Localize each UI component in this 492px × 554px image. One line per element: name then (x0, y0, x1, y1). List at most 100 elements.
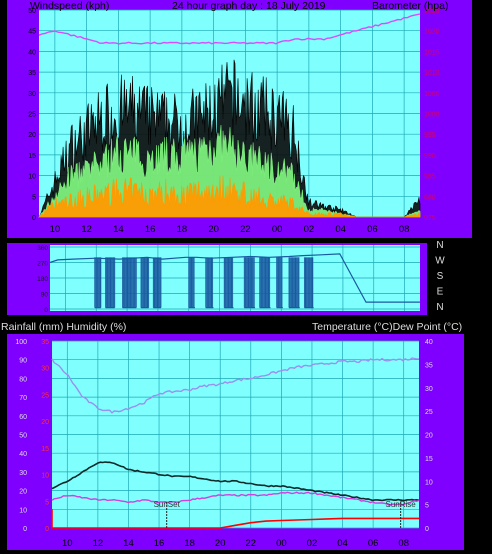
wind-y-tick: 20 (28, 132, 36, 139)
baro-y-tick: 1000 (424, 112, 440, 119)
direction-y-tick: 180 (37, 276, 48, 283)
wind-x-tick: 18 (177, 224, 188, 235)
direction-oscillation (94, 257, 102, 309)
humidity-y-tick: 60 (19, 414, 27, 421)
wind-x-tick: 04 (335, 224, 346, 235)
wind-y-tick: 35 (28, 70, 36, 77)
temp-y-tick: 15 (425, 456, 433, 463)
wind-y-tick: 25 (28, 112, 36, 119)
temp-x-tick: 12 (93, 538, 104, 549)
sunset-label: SunSet (154, 500, 181, 509)
temp-y-tick: 10 (425, 479, 433, 486)
baro-y-tick: 990 (424, 153, 436, 160)
direction-y-tick: 360 (37, 245, 48, 252)
direction-y-tick: 270 (37, 261, 48, 268)
temp-x-tick: 10 (62, 538, 73, 549)
temp-y-tick: 30 (425, 386, 433, 393)
humidity-y-tick: 20 (19, 489, 27, 496)
humidity-y-tick: 30 (19, 470, 27, 477)
temp-x-tick: 16 (154, 538, 165, 549)
direction-oscillation (105, 257, 116, 309)
direction-axes: 0 90 180 270 360 (37, 245, 48, 314)
direction-oscillation (205, 257, 214, 309)
compass-label-n: N (436, 302, 443, 313)
wind-title: Windspeed (kph) (30, 0, 109, 12)
compass-label-n: N (436, 240, 443, 251)
wind-series (38, 13, 421, 218)
temp-axes: 0102030405060708090100051015202530350510… (15, 339, 433, 549)
humidity-line (51, 357, 419, 414)
humidity-y-tick: 0 (23, 526, 27, 533)
dewpoint-line (51, 491, 420, 507)
temp-x-tick: 18 (184, 538, 195, 549)
direction-oscillation (140, 257, 150, 309)
humidity-y-tick: 100 (15, 339, 27, 346)
rain-y-tick: 0 (45, 526, 49, 533)
rain-y-tick: 15 (41, 446, 49, 453)
wind-y-tick: 30 (28, 91, 36, 98)
baro-y-tick: 995 (424, 132, 436, 139)
wind-x-tick: 20 (208, 224, 219, 235)
direction-oscillation (223, 257, 234, 309)
wind-y-tick: 0 (32, 215, 36, 222)
temp-y-tick: 35 (425, 362, 433, 369)
wind-x-tick: 06 (367, 224, 378, 235)
baro-y-tick: 975 (424, 215, 436, 222)
humidity-y-tick: 80 (19, 376, 27, 383)
temp-x-tick: 08 (398, 538, 409, 549)
compass-label-w: W (435, 256, 445, 267)
humidity-y-tick: 50 (19, 433, 27, 440)
baro-y-tick: 1020 (424, 29, 440, 36)
temperature-line (51, 461, 420, 502)
graph-title: 24 hour graph day : 18 July 2019 (172, 0, 326, 12)
temp-grid (52, 340, 419, 529)
rain-y-tick: 30 (41, 366, 49, 373)
bottom-left-title: Rainfall (mm) Humidity (%) (1, 321, 126, 333)
direction-y-tick: 0 (44, 307, 48, 314)
wind-y-tick: 50 (28, 8, 36, 15)
humidity-y-tick: 10 (19, 507, 27, 514)
wind-x-tick: 00 (272, 224, 283, 235)
wind-x-tick: 02 (304, 224, 315, 235)
wind-y-tick: 5 (32, 194, 36, 201)
wind-y-tick: 10 (28, 174, 36, 181)
direction-oscillation (288, 257, 300, 309)
direction-oscillation (276, 257, 283, 309)
direction-oscillation (303, 257, 314, 309)
baro-y-tick: 985 (424, 174, 436, 181)
temp-x-tick: 06 (368, 538, 379, 549)
baro-y-tick: 1010 (424, 70, 440, 77)
wind-y-tick: 15 (28, 153, 36, 160)
baro-y-tick: 1025 (424, 8, 440, 15)
humidity-y-tick: 70 (19, 395, 27, 402)
humidity-y-tick: 90 (19, 358, 27, 365)
wind-x-tick: 16 (145, 224, 156, 235)
wind-area-3 (38, 175, 421, 218)
temp-y-tick: 0 (425, 526, 429, 533)
barometer-line (38, 13, 421, 45)
wind-x-tick: 14 (113, 224, 124, 235)
direction-oscillation (188, 257, 195, 309)
baro-y-tick: 980 (424, 194, 436, 201)
rain-y-tick: 35 (41, 339, 49, 346)
bottom-right-title: Temperature (°C)Dew Point (°C) (312, 321, 462, 333)
direction-y-tick: 90 (41, 292, 49, 299)
compass-label-e: E (437, 287, 444, 298)
temp-x-tick: 22 (246, 538, 257, 549)
rainfall-line (51, 509, 419, 529)
rain-y-tick: 20 (41, 419, 49, 426)
wind-x-tick: 12 (81, 224, 92, 235)
direction-oscillation (122, 257, 137, 309)
temp-y-tick: 20 (425, 433, 433, 440)
wind-y-tick: 40 (28, 49, 36, 56)
wind-series-3 (38, 175, 421, 218)
direction-oscillation (259, 257, 271, 309)
direction-oscillation (152, 257, 162, 309)
baro-title: Barometer (hpa) (372, 0, 448, 12)
baro-y-tick: 1005 (424, 91, 440, 98)
temp-series: SunSet SunRise (51, 357, 420, 529)
wind-axes: 0510152025303540455097598098599099510001… (28, 8, 439, 235)
temp-y-tick: 5 (425, 503, 429, 510)
